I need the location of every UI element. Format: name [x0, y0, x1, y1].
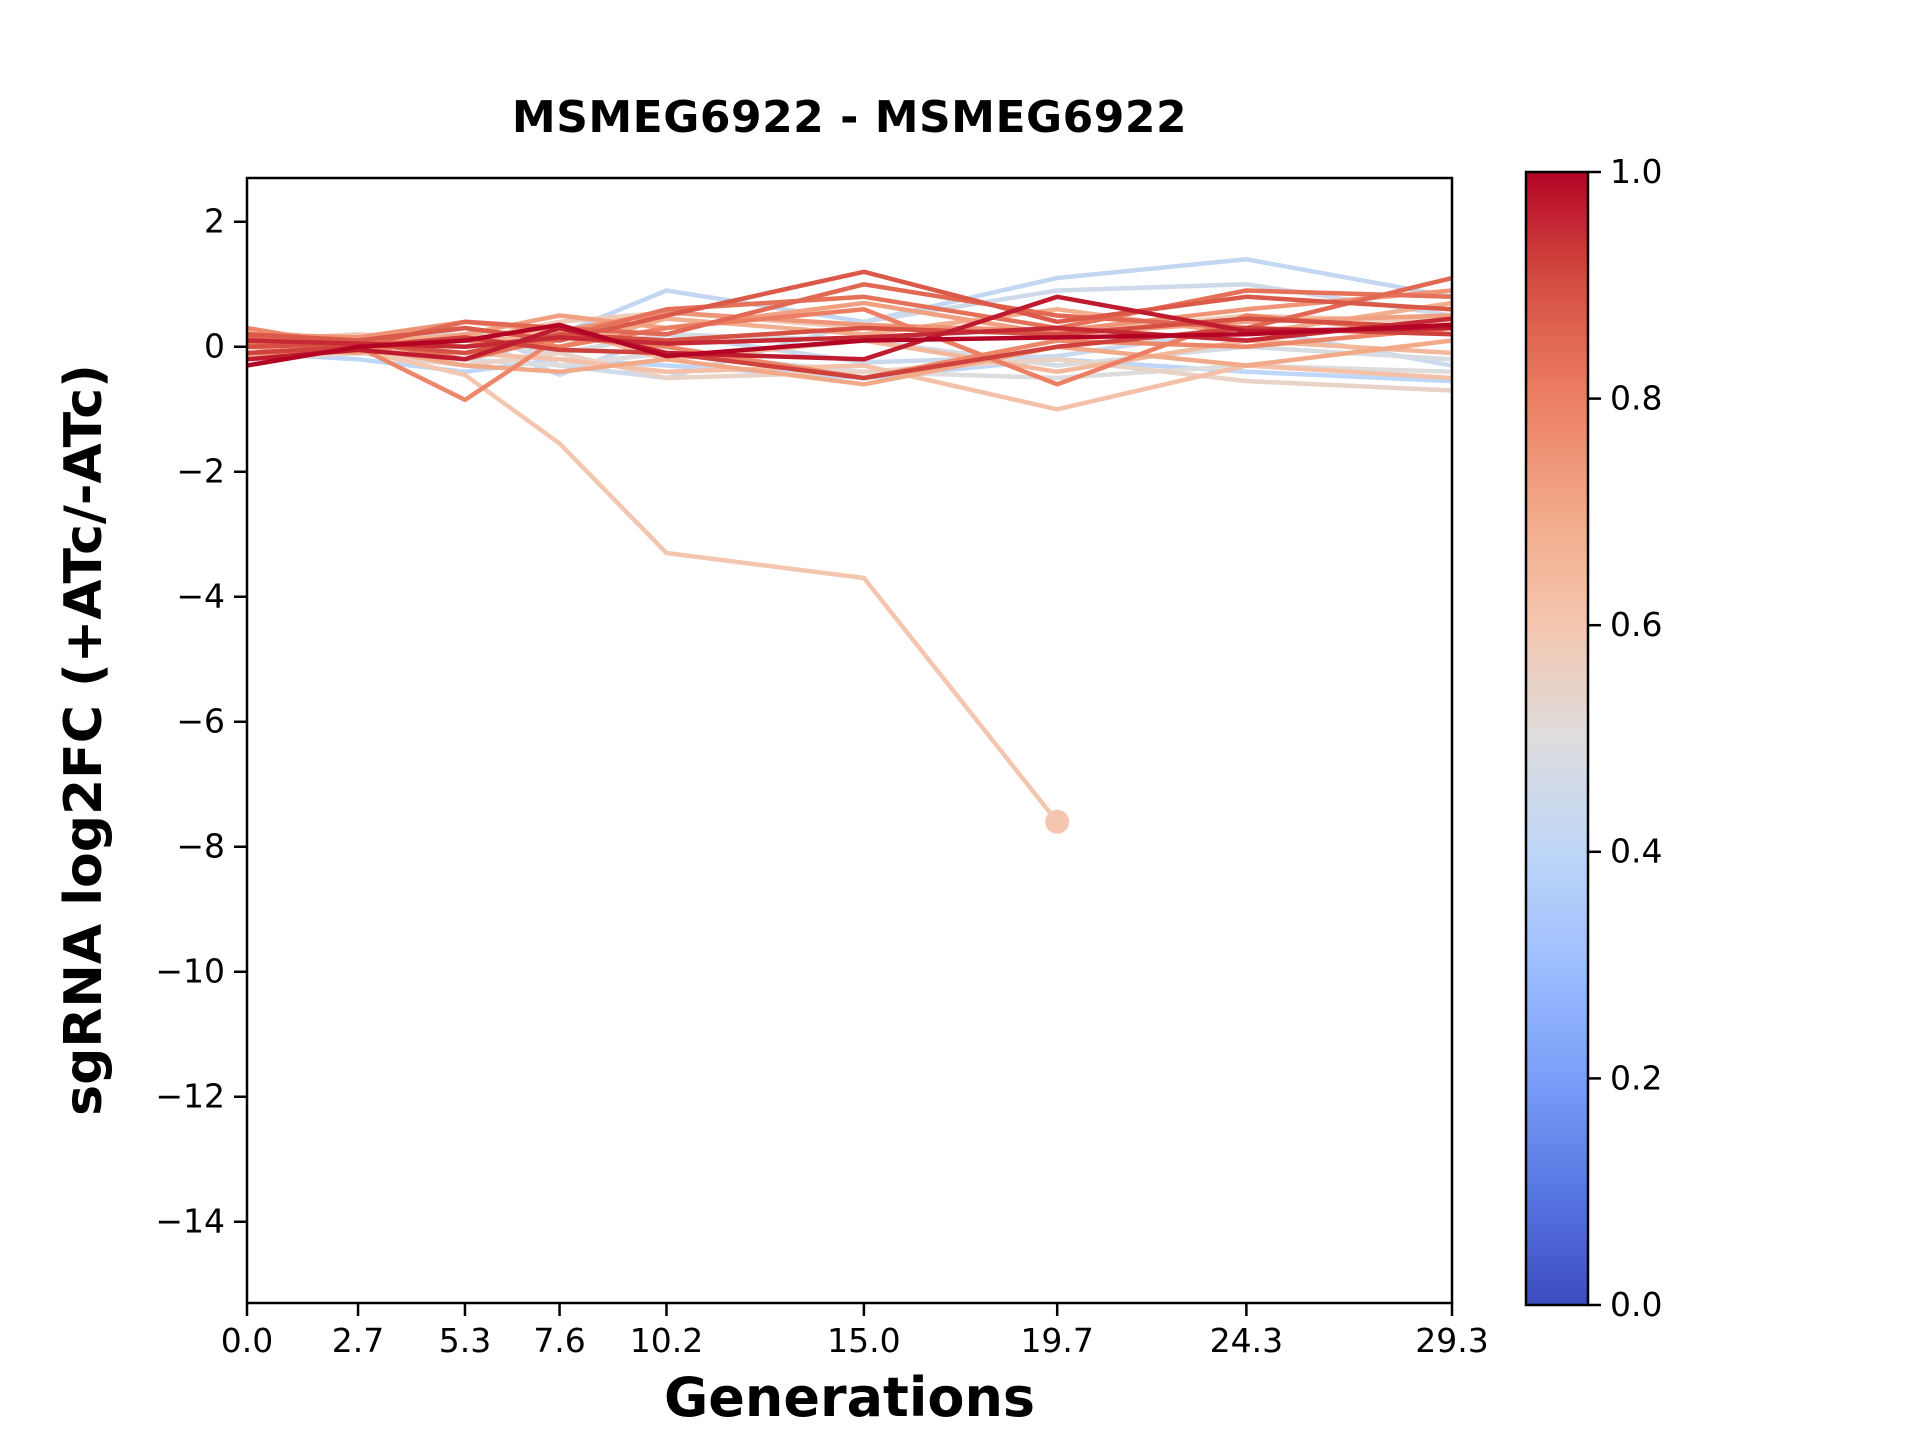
- x-tick-label: 29.3: [1415, 1321, 1488, 1360]
- colorbar-tick-label: 1.0: [1610, 152, 1662, 191]
- series-end-marker: [1045, 809, 1070, 834]
- x-tick-label: 0.0: [221, 1321, 273, 1360]
- y-tick-label: −6: [176, 702, 225, 741]
- x-tick-label: 5.3: [439, 1321, 491, 1360]
- y-tick-label: −12: [155, 1077, 225, 1116]
- line-series: [247, 341, 1059, 824]
- colorbar-tick-label: 0.4: [1610, 832, 1662, 871]
- colorbar-tick-label: 0.6: [1610, 605, 1662, 644]
- plot-area-border: [245, 176, 1454, 1305]
- line-series: [247, 288, 1452, 340]
- y-tick-label: −8: [176, 827, 225, 866]
- y-tick-label: −4: [176, 577, 225, 616]
- colorbar-border: [1524, 170, 1590, 1307]
- line-series: [247, 322, 1452, 368]
- y-tick-label: −10: [155, 952, 225, 991]
- colorbar-gradient: [1526, 172, 1588, 1305]
- line-series: [247, 294, 1452, 362]
- colorbar-tick-label: 0.8: [1610, 378, 1662, 417]
- x-tick-label: 24.3: [1210, 1321, 1283, 1360]
- colorbar-tick-label: 0.2: [1610, 1058, 1662, 1097]
- y-tick-label: 0: [204, 327, 225, 366]
- x-axis-label: Generations: [663, 1366, 1036, 1429]
- series-group: [247, 257, 1452, 834]
- line-series: [247, 325, 1452, 403]
- y-tick-label: −2: [176, 452, 225, 491]
- chart-title: MSMEG6922 - MSMEG6922: [511, 92, 1188, 143]
- line-series: [247, 269, 1452, 343]
- x-tick-label: 15.0: [827, 1321, 900, 1360]
- y-tick-label: 2: [204, 202, 225, 241]
- x-tick-label: 7.6: [533, 1321, 585, 1360]
- x-tick-label: 10.2: [630, 1321, 703, 1360]
- x-tick-label: 19.7: [1020, 1321, 1093, 1360]
- y-tick-label: −14: [155, 1202, 225, 1241]
- x-tick-label: 2.7: [332, 1321, 384, 1360]
- colorbar-tick-label: 0.0: [1610, 1285, 1662, 1324]
